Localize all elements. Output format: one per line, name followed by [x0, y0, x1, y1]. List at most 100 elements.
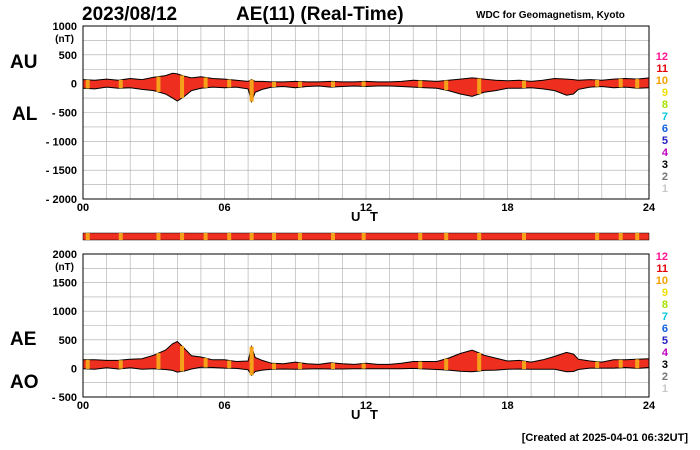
station-change-mark — [180, 75, 185, 98]
y-tick-label: - 1500 — [46, 165, 77, 177]
ae-line — [83, 340, 650, 365]
ae-ao-y-ticks: 2000 1500 1000 500 0 - 500 — [52, 249, 77, 404]
au-al-x-axis-label: U T — [351, 209, 381, 224]
y-tick-label: 1000 — [53, 21, 77, 33]
station-change-mark — [595, 361, 600, 369]
y-tick-label: - 500 — [52, 108, 77, 120]
station-change-mark — [618, 78, 623, 88]
station-count-legend-item: 1 — [662, 383, 668, 395]
station-count-legend-item: 6 — [662, 323, 668, 335]
station-change-mark — [272, 363, 277, 370]
station-count-legend-item: 2 — [662, 171, 668, 183]
strip-mark — [203, 233, 208, 240]
station-count-legend-item: 6 — [662, 123, 668, 135]
strip-mark — [418, 233, 423, 240]
y-tick-label: 2000 — [53, 249, 77, 261]
station-change-mark — [595, 79, 600, 87]
au-al-frame — [82, 25, 650, 200]
station-change-mark — [522, 80, 527, 89]
y-tick-label: - 1000 — [46, 136, 77, 148]
y-tick-label: - 2000 — [46, 194, 77, 206]
station-change-mark — [618, 359, 623, 368]
station-count-legend-item: 9 — [662, 87, 668, 99]
au-al-unit-label: (nT) — [55, 34, 74, 45]
y-tick-label: 0 — [71, 363, 77, 375]
y-tick-label: - 500 — [52, 392, 77, 404]
strip-mark — [477, 233, 482, 240]
y-tick-label: 1500 — [53, 278, 77, 290]
ao-line — [82, 366, 650, 377]
station-change-mark — [249, 346, 254, 376]
station-change-mark — [297, 81, 302, 88]
station-change-mark — [477, 78, 482, 95]
station-change-mark — [361, 363, 366, 369]
station-change-mark — [227, 360, 232, 369]
station-change-mark — [361, 81, 366, 87]
au-al-bar-marks — [85, 75, 640, 102]
station-change-mark — [203, 77, 208, 88]
station-change-mark — [330, 362, 335, 369]
ao-series-label: AO — [10, 372, 39, 393]
x-tick-label: 24 — [643, 400, 656, 412]
y-tick-label: 500 — [59, 335, 77, 347]
date-title: 2023/08/12 — [82, 4, 178, 25]
station-count-legend-item: 12 — [656, 251, 668, 263]
al-line — [82, 85, 650, 104]
station-count-legend-item: 8 — [662, 99, 668, 111]
strip-mark — [272, 233, 277, 240]
station-change-mark — [444, 80, 449, 91]
station-change-mark — [156, 76, 161, 92]
x-tick-label: 06 — [218, 202, 230, 214]
ae-ao-area — [83, 341, 649, 376]
station-count-legend-item: 9 — [662, 287, 668, 299]
station-change-mark — [522, 361, 527, 370]
strip-mark — [249, 233, 254, 240]
y-tick-label: 1000 — [53, 306, 77, 318]
x-tick-label: 06 — [218, 400, 230, 412]
station-change-mark — [227, 79, 232, 88]
au-al-panel: 1000 500 0 - 500 - 1000 - 1500 - 2000 00 06 12 18… — [10, 21, 669, 224]
y-tick-label: 500 — [59, 50, 77, 62]
x-tick-label: 00 — [77, 400, 89, 412]
strip-base — [82, 232, 650, 241]
strip-mark — [522, 233, 527, 240]
index-title: AE(11) (Real-Time) — [236, 4, 404, 25]
station-count-legend-item: 4 — [662, 147, 669, 159]
station-change-mark — [85, 359, 90, 369]
strip-mark — [118, 233, 123, 240]
station-change-mark — [85, 79, 90, 89]
y-tick-label: 0 — [71, 79, 77, 91]
strip-mark — [618, 233, 623, 240]
au-al-x-ticks: 00 06 12 18 24 — [77, 202, 656, 214]
ae-ao-gridlines — [82, 253, 650, 398]
ae-series-label: AE — [10, 329, 36, 350]
station-change-mark — [635, 79, 640, 89]
created-timestamp: [Created at 2025-04-01 06:32UT] — [521, 432, 688, 444]
strip-mark — [180, 233, 185, 240]
strip-mark — [227, 233, 232, 240]
station-change-mark — [272, 81, 277, 88]
strip-mark — [330, 233, 335, 240]
strip-mark — [156, 233, 161, 240]
station-count-strip — [82, 232, 650, 241]
station-count-legend-item: 3 — [662, 359, 668, 371]
au-series-label: AU — [10, 52, 37, 73]
station-count-legend-item: 4 — [662, 347, 669, 359]
station-count-legend-item: 10 — [656, 75, 668, 87]
ae-ao-x-ticks: 00 06 12 18 24 — [77, 400, 656, 412]
au-al-area — [83, 73, 649, 102]
ae-ao-x-axis-label: U T — [351, 407, 381, 422]
station-count-legend-item: 12 — [656, 51, 668, 63]
station-count-legend-item: 11 — [656, 63, 668, 75]
station-count-legend-item: 8 — [662, 299, 668, 311]
station-change-mark — [635, 359, 640, 369]
station-count-legend-item: 5 — [662, 135, 668, 147]
al-series-label: AL — [12, 104, 38, 125]
x-tick-label: 24 — [643, 202, 656, 214]
strip-mark — [595, 233, 600, 240]
station-count-legend-item: 5 — [662, 335, 668, 347]
station-count-legend-item: 2 — [662, 371, 668, 383]
